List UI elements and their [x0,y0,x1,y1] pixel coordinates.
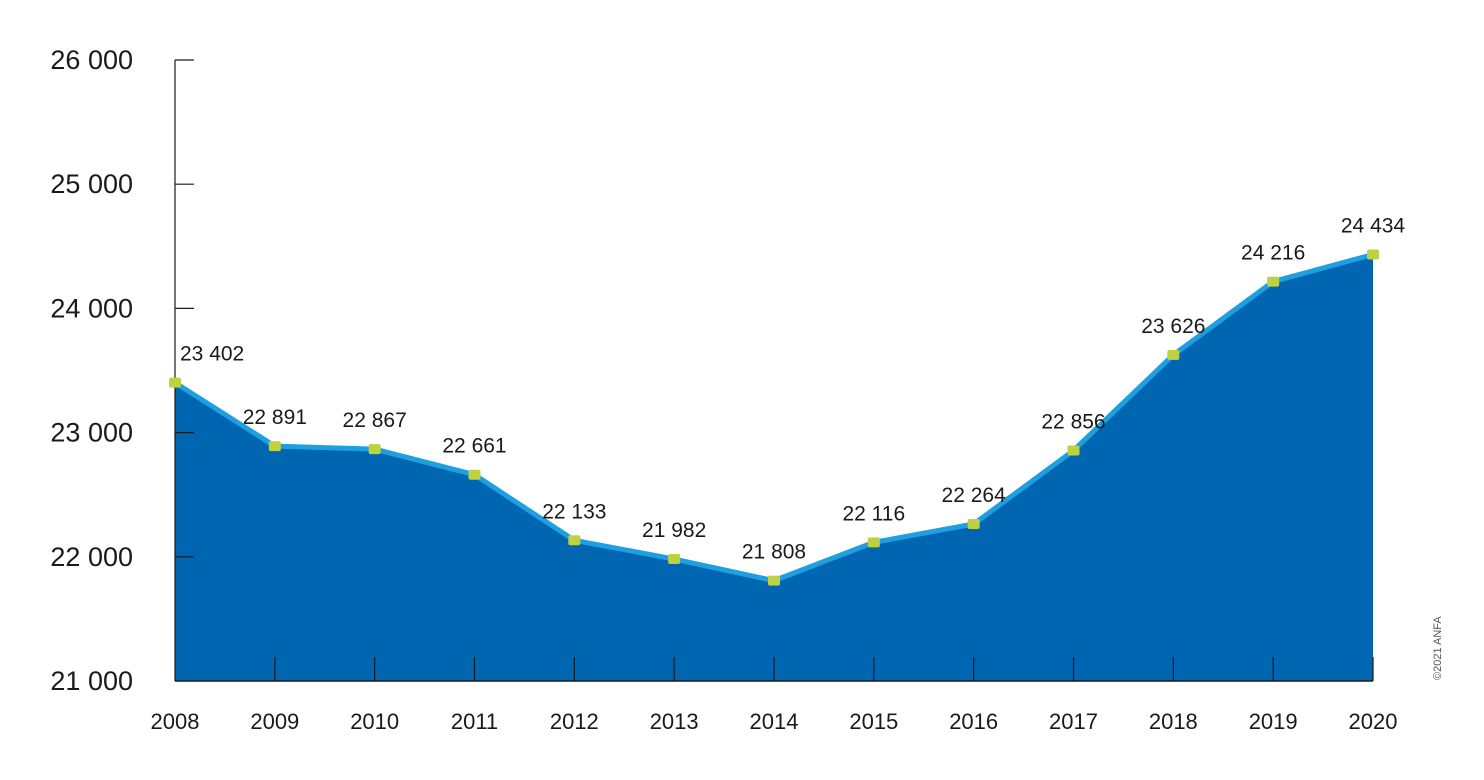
data-point-marker [668,554,681,565]
data-label: 23 402 [180,343,244,366]
data-point-marker [468,469,481,480]
data-label: 22 264 [942,484,1007,507]
data-point-marker [768,575,780,586]
y-tick-label: 23 000 [50,418,133,448]
data-label: 22 856 [1041,410,1105,433]
x-tick-label: 2014 [750,709,799,734]
x-tick-label: 2011 [451,709,498,734]
x-tick-label: 2020 [1349,709,1398,734]
y-tick-label: 21 000 [50,666,133,696]
y-tick-label: 26 000 [50,45,133,75]
data-point-marker [368,444,381,455]
data-point-marker [268,441,281,452]
data-point-marker [568,535,581,546]
data-label: 21 808 [742,541,806,564]
x-tick-label: 2019 [1249,709,1298,734]
data-label: 22 661 [442,435,506,458]
area-fill [175,254,1373,681]
data-label: 22 116 [842,502,905,525]
data-label: 23 626 [1141,315,1205,338]
data-point-marker [1167,349,1180,360]
y-tick-label: 25 000 [50,169,133,199]
data-label: 21 982 [642,519,706,542]
data-label: 22 891 [243,406,307,429]
data-label: 22 133 [542,500,606,523]
x-tick-label: 2009 [250,709,299,734]
data-point-marker [1267,276,1280,287]
data-label: 22 867 [343,409,407,432]
data-point-marker [1367,249,1379,260]
x-tick-label: 2015 [849,709,898,734]
y-tick-label: 22 000 [50,542,133,572]
x-tick-label: 2018 [1149,709,1198,734]
x-tick-label: 2016 [949,709,998,734]
data-label: 24 216 [1241,242,1305,265]
axis-layer: 21 000 22 000 23 000 24 000 25 000 26 000 2008… [50,45,1397,734]
x-tick-label: 2013 [650,709,699,734]
data-point-marker [169,377,181,388]
x-tick-label: 2010 [350,709,399,734]
copyright-text: ©2021 ANFA [1432,616,1444,680]
y-tick-label: 24 000 [50,293,133,323]
x-tick-label: 2012 [550,709,599,734]
x-tick-label: 2017 [1049,709,1098,734]
label-layer: 23 402 22 891 22 867 22 661 22 133 21 982 21 8… [180,214,1405,563]
data-label: 24 434 [1341,214,1406,237]
x-tick-label: 2008 [151,709,200,734]
data-point-marker [867,537,880,548]
marker-layer [169,249,1379,586]
data-point-marker [1067,445,1080,456]
data-point-marker [967,519,980,530]
